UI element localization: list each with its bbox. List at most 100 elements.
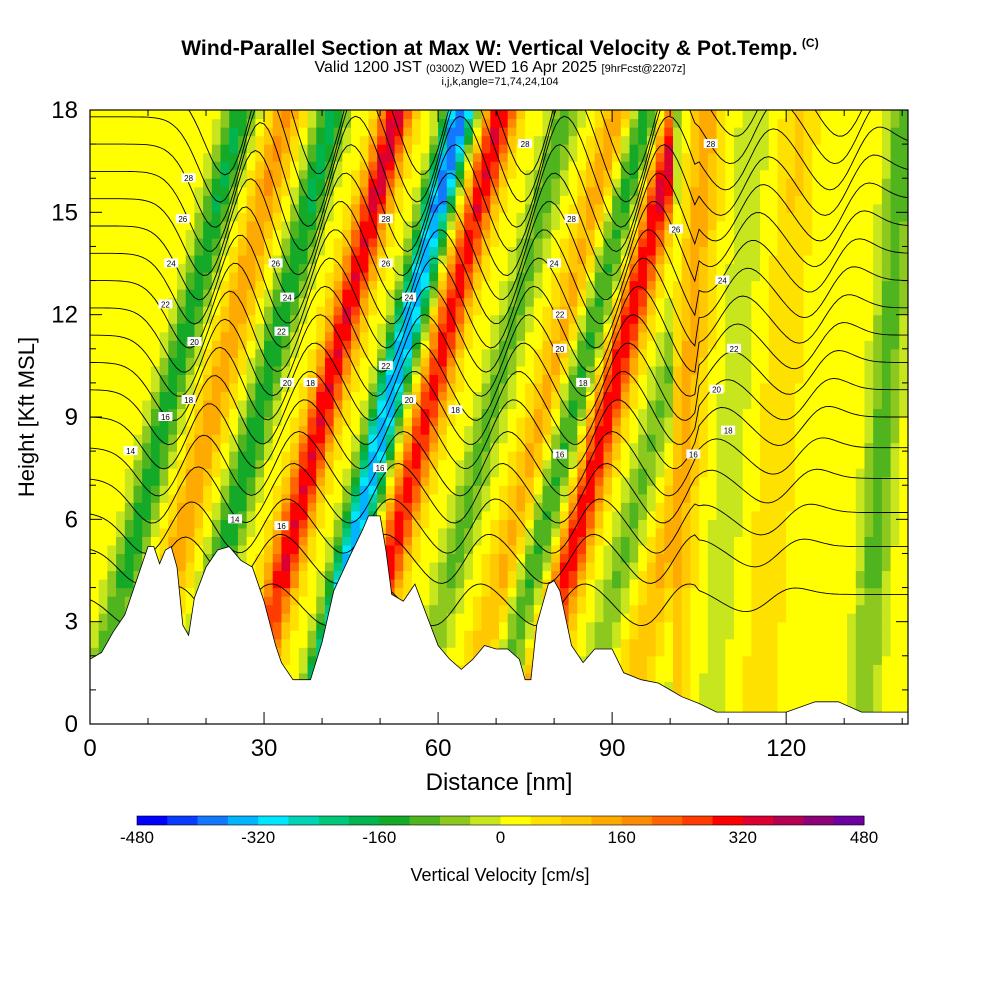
velocity-cell	[516, 579, 526, 589]
velocity-cell	[211, 331, 222, 341]
velocity-cell	[116, 152, 126, 162]
velocity-cell	[646, 382, 657, 393]
velocity-cell	[307, 647, 317, 657]
velocity-cell	[673, 425, 683, 435]
velocity-cell	[673, 468, 683, 478]
velocity-cell	[455, 374, 465, 384]
velocity-cell	[655, 561, 665, 572]
velocity-cell	[551, 510, 561, 520]
velocity-cell	[264, 527, 274, 537]
velocity-cell	[333, 340, 343, 350]
velocity-cell	[185, 306, 196, 316]
velocity-cell	[359, 485, 370, 495]
velocity-cell	[594, 203, 605, 213]
velocity-cell	[98, 127, 108, 137]
velocity-cell	[333, 297, 343, 307]
velocity-cell	[159, 323, 169, 333]
velocity-cell	[116, 323, 126, 333]
velocity-cell	[464, 510, 474, 520]
velocity-cell	[646, 425, 657, 435]
velocity-cell	[490, 186, 500, 196]
velocity-cell	[177, 178, 187, 188]
velocity-cell	[150, 186, 161, 196]
velocity-cell	[342, 289, 352, 299]
velocity-cell	[646, 408, 657, 418]
velocity-cell	[446, 417, 457, 427]
velocity-cell	[586, 604, 596, 614]
velocity-cell	[394, 391, 404, 401]
velocity-cell	[507, 272, 517, 282]
velocity-cell	[359, 186, 370, 196]
velocity-cell	[586, 203, 596, 213]
velocity-cell	[490, 152, 500, 162]
velocity-cell	[342, 357, 352, 367]
velocity-cell	[107, 331, 117, 341]
velocity-cell	[472, 263, 483, 273]
velocity-cell	[246, 212, 256, 222]
velocity-cell	[646, 553, 657, 563]
velocity-cell	[246, 144, 256, 154]
velocity-cell	[220, 178, 230, 188]
velocity-cell	[673, 212, 683, 222]
velocity-cell	[594, 169, 605, 179]
velocity-cell	[272, 613, 283, 623]
velocity-cell	[429, 254, 439, 265]
velocity-cell	[394, 476, 404, 486]
velocity-cell	[420, 237, 430, 248]
velocity-cell	[411, 161, 422, 171]
velocity-cell	[499, 417, 509, 427]
velocity-cell	[525, 280, 535, 290]
velocity-cell	[316, 152, 326, 162]
velocity-cell	[229, 527, 239, 537]
velocity-cell	[194, 161, 204, 171]
velocity-cell	[316, 613, 326, 623]
velocity-cell	[98, 280, 108, 290]
velocity-cell	[420, 365, 430, 375]
velocity-cell	[499, 485, 509, 495]
velocity-cell	[307, 127, 317, 137]
velocity-cell	[673, 442, 683, 452]
velocity-cell	[281, 655, 291, 665]
velocity-cell	[211, 127, 222, 137]
velocity-cell	[377, 323, 387, 333]
velocity-cell	[594, 237, 605, 248]
velocity-cell	[307, 434, 317, 444]
velocity-cell	[142, 442, 152, 452]
velocity-cell	[133, 399, 143, 410]
velocity-cell	[551, 144, 561, 154]
velocity-cell	[664, 127, 674, 137]
velocity-cell	[464, 630, 474, 640]
velocity-cell	[603, 374, 613, 384]
velocity-cell	[107, 280, 117, 290]
velocity-cell	[516, 118, 526, 128]
velocity-cell	[324, 289, 335, 299]
velocity-cell	[481, 220, 491, 230]
velocity-cell	[342, 485, 352, 495]
velocity-cell	[638, 613, 648, 623]
velocity-cell	[168, 110, 178, 120]
velocity-cell	[324, 323, 335, 333]
velocity-cell	[629, 289, 639, 299]
velocity-cell	[664, 203, 674, 213]
velocity-cell	[446, 544, 457, 555]
velocity-cell	[577, 417, 587, 427]
velocity-cell	[185, 493, 196, 503]
velocity-cell	[568, 399, 578, 410]
velocity-cell	[394, 544, 404, 555]
velocity-cell	[638, 434, 648, 444]
velocity-cell	[150, 297, 161, 307]
velocity-cell	[124, 289, 135, 299]
velocity-cell	[411, 536, 422, 546]
velocity-cell	[246, 365, 256, 375]
velocity-cell	[177, 246, 187, 256]
velocity-cell	[116, 272, 126, 282]
velocity-cell	[533, 340, 544, 350]
velocity-cell	[577, 638, 587, 648]
velocity-cell	[516, 297, 526, 307]
velocity-cell	[377, 135, 387, 145]
velocity-cell	[551, 561, 561, 572]
velocity-cell	[464, 357, 474, 367]
velocity-cell	[429, 237, 439, 248]
velocity-cell	[98, 493, 108, 503]
velocity-cell	[220, 254, 230, 265]
